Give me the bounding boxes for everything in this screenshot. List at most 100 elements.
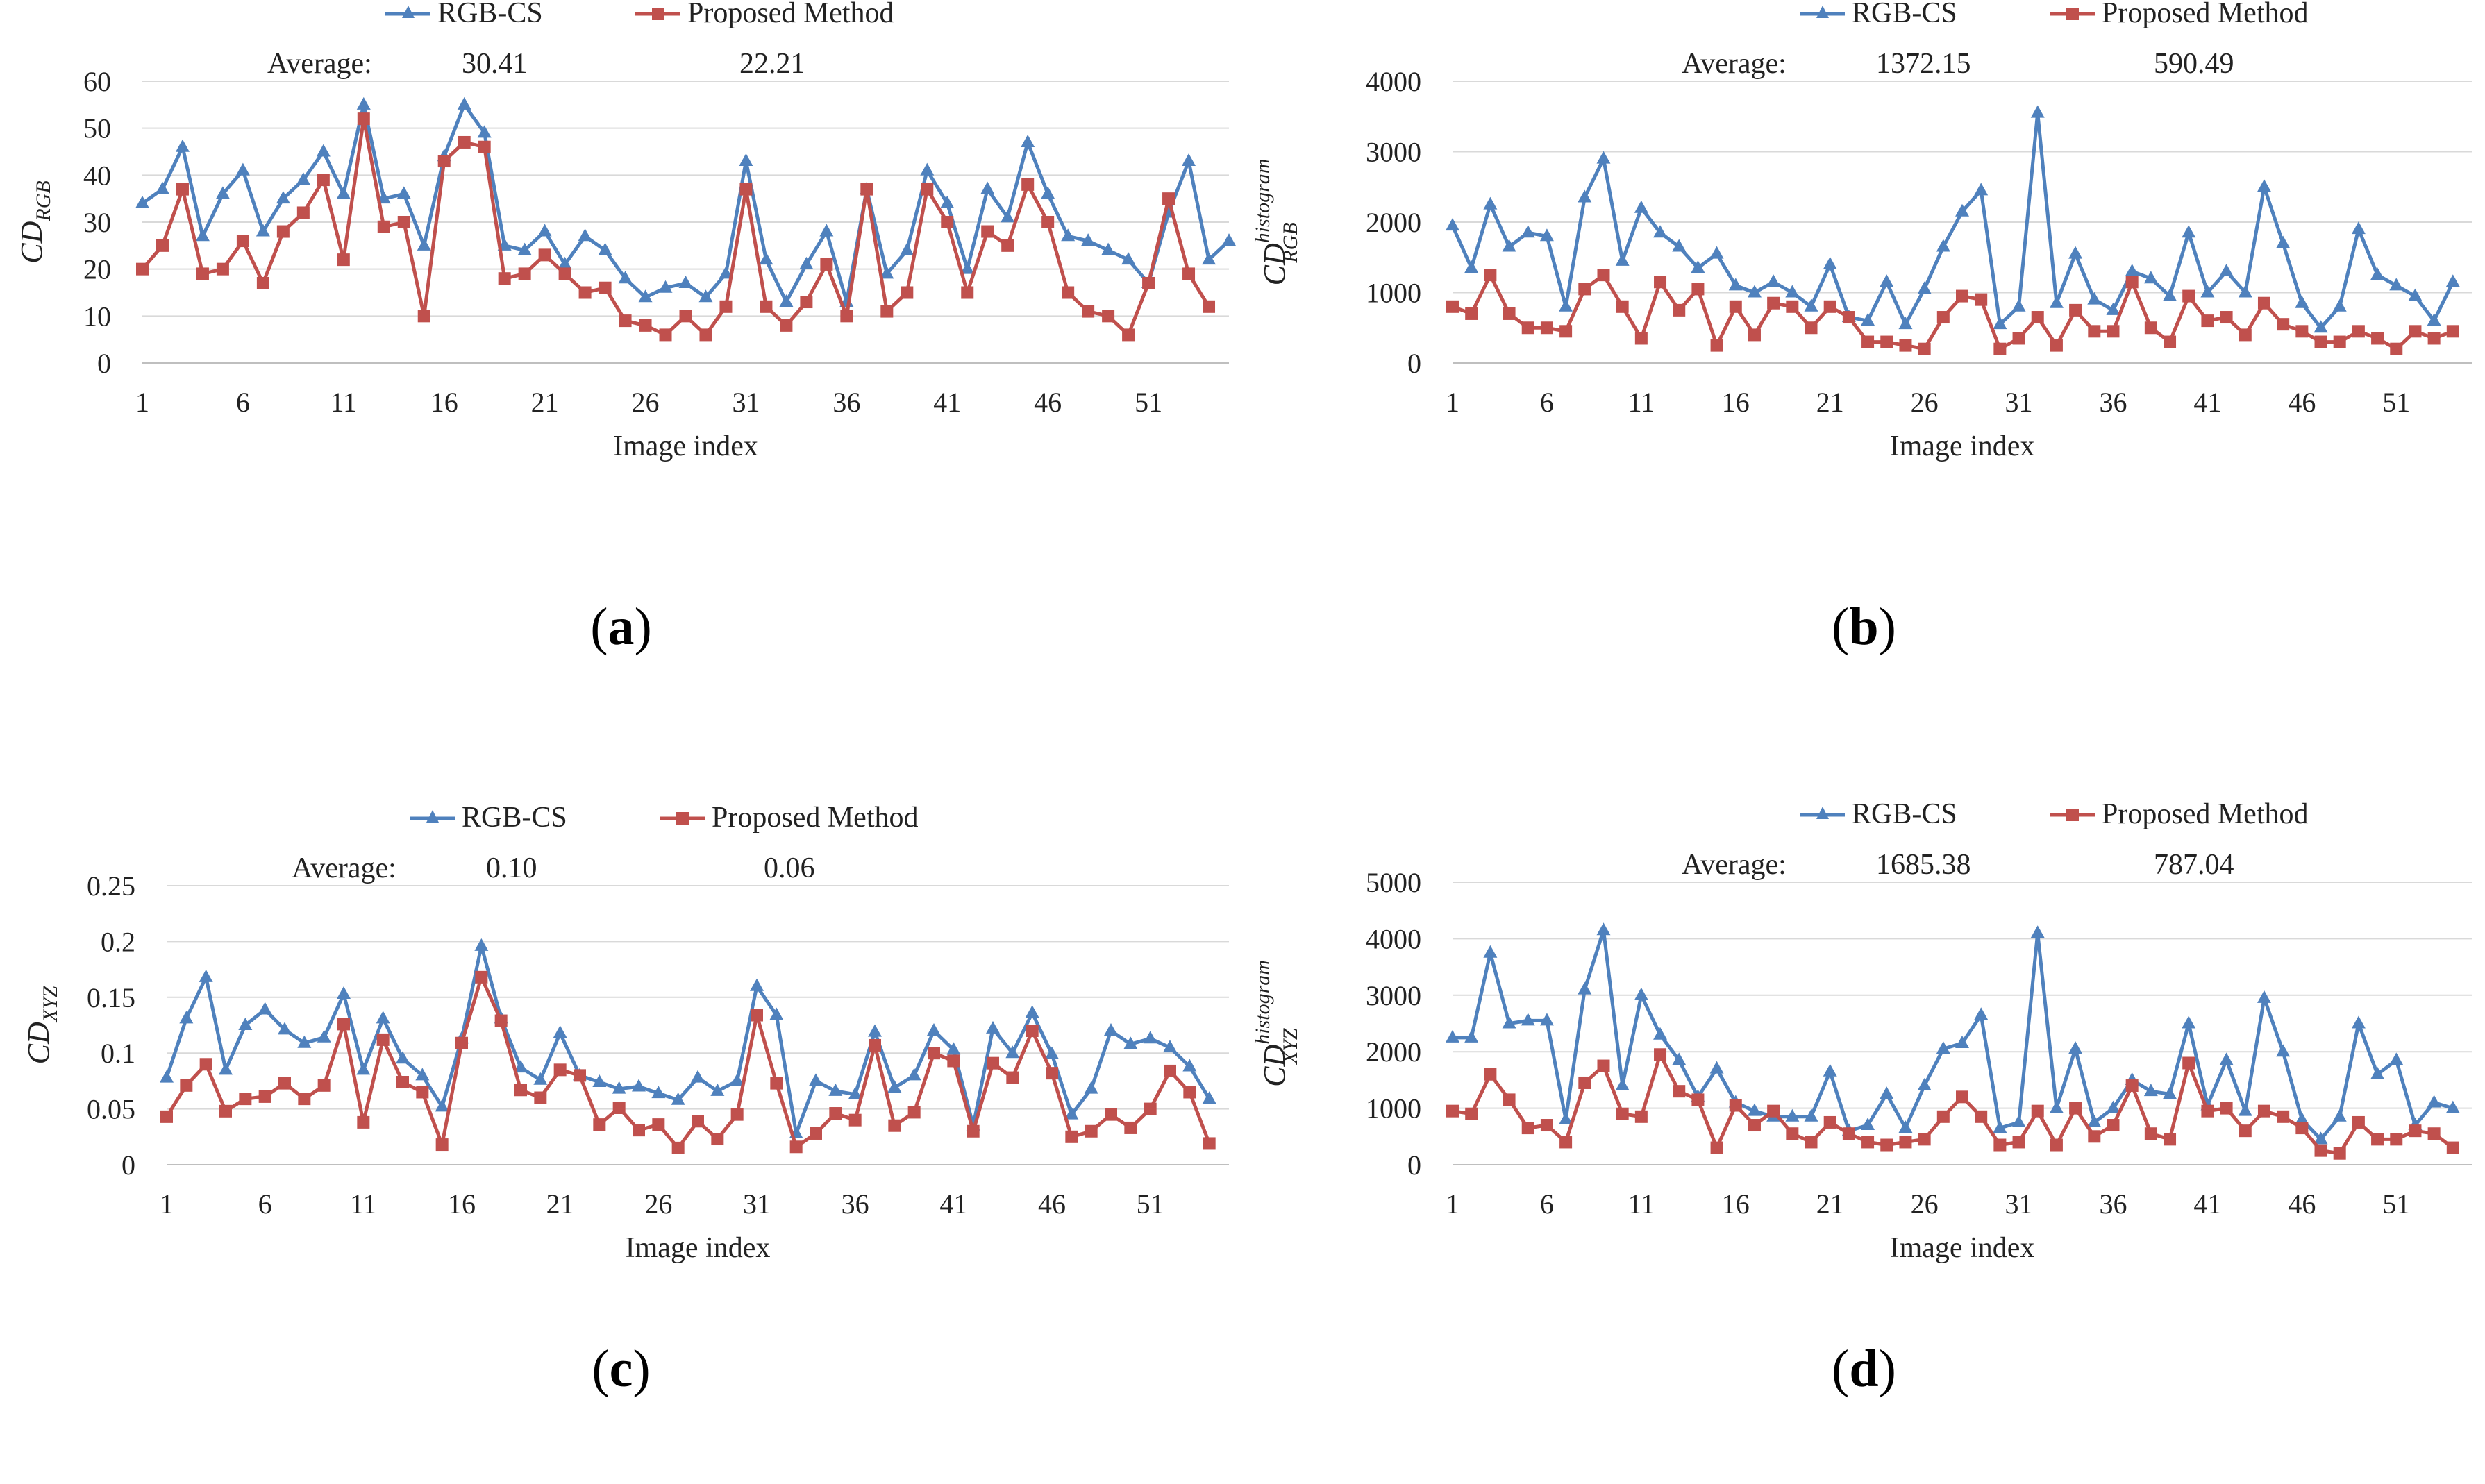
data-point-rgbcs [396, 186, 411, 199]
data-point-proposed [1503, 307, 1516, 320]
data-point-rgbcs [759, 252, 773, 265]
data-point-rgbcs [2182, 1015, 2196, 1029]
data-point-proposed [1183, 1086, 1196, 1099]
caption-a: (a) [590, 598, 652, 656]
data-point-proposed [475, 970, 488, 984]
data-point-proposed [534, 1091, 547, 1104]
data-point-proposed [1710, 1141, 1723, 1154]
data-point-rgbcs [2427, 1095, 2441, 1108]
data-point-proposed [633, 1124, 645, 1137]
data-point-proposed [2314, 1144, 2327, 1157]
data-point-proposed [2088, 325, 2101, 338]
data-point-rgbcs [2219, 264, 2234, 277]
data-point-rgbcs [739, 153, 753, 167]
data-point-proposed [2144, 321, 2157, 335]
data-point-proposed [1673, 1085, 1686, 1098]
x-tick-label: 41 [2193, 387, 2221, 418]
data-point-proposed [553, 1063, 567, 1077]
average-value-rgbcs: 1685.38 [1876, 849, 1971, 881]
data-point-proposed [730, 1108, 744, 1121]
data-point-rgbcs [960, 261, 975, 274]
data-point-rgbcs [2163, 288, 2177, 301]
average-value-proposed: 787.04 [2154, 849, 2234, 881]
data-point-rgbcs [1823, 256, 1837, 269]
data-point-rgbcs [2068, 246, 2083, 259]
data-point-proposed [1597, 1059, 1610, 1072]
data-point-proposed [1597, 269, 1610, 282]
y-axis-label-main: CD [1257, 243, 1291, 285]
data-point-rgbcs [2276, 235, 2291, 248]
data-point-rgbcs [1861, 1118, 1875, 1131]
x-tick-label: 1 [160, 1188, 174, 1220]
data-point-proposed [619, 314, 632, 328]
data-point-proposed [2257, 1104, 2270, 1118]
data-point-proposed [1634, 1110, 1648, 1123]
data-point-rgbcs [678, 275, 693, 288]
data-point-proposed [1446, 300, 1459, 313]
series-line-rgbcs [165, 944, 1211, 1136]
x-tick-label: 36 [832, 387, 860, 418]
data-point-proposed [558, 267, 571, 280]
data-point-rgbcs [2238, 285, 2252, 298]
data-point-rgbcs [2445, 274, 2460, 287]
data-point-proposed [2164, 335, 2177, 348]
average-value-rgbcs: 30.41 [462, 48, 528, 80]
x-tick-label: 26 [1911, 387, 1939, 418]
data-point-proposed [880, 305, 894, 318]
legend-label-proposed: Proposed Method [712, 802, 919, 834]
legend-marker-rgbcs [402, 6, 415, 18]
data-point-proposed [1062, 286, 1075, 299]
data-point-rgbcs [1182, 153, 1196, 167]
data-point-rgbcs [1917, 1078, 1932, 1091]
data-point-proposed [317, 1079, 331, 1092]
data-point-proposed [1861, 335, 1875, 348]
data-point-proposed [739, 183, 753, 196]
data-point-rgbcs [1974, 183, 1989, 196]
data-point-proposed [1540, 321, 1553, 335]
data-point-rgbcs [533, 1072, 548, 1085]
data-point-proposed [1521, 1122, 1534, 1135]
average-value-proposed: 22.21 [739, 48, 805, 80]
data-point-proposed [1102, 310, 1115, 323]
data-point-rgbcs [336, 186, 351, 199]
data-point-rgbcs [1021, 134, 1035, 147]
data-point-proposed [2427, 1127, 2441, 1140]
y-axis-label-sub: XYZ [1279, 1028, 1302, 1065]
data-point-proposed [236, 235, 249, 248]
data-point-rgbcs [1041, 186, 1055, 199]
data-point-rgbcs [1539, 228, 1554, 242]
legend-marker-proposed [2066, 809, 2079, 821]
data-point-proposed [1446, 1104, 1459, 1118]
data-point-proposed [574, 1069, 586, 1082]
data-point-proposed [196, 267, 209, 280]
data-point-rgbcs [1202, 252, 1216, 265]
data-point-proposed [1001, 239, 1014, 252]
data-point-proposed [639, 319, 652, 332]
data-point-proposed [1616, 1107, 1629, 1120]
data-point-proposed [840, 310, 853, 323]
data-point-rgbcs [1446, 1029, 1459, 1043]
data-point-proposed [416, 1086, 429, 1099]
data-point-proposed [1899, 1136, 1912, 1149]
data-point-proposed [2050, 1138, 2063, 1152]
data-point-proposed [256, 276, 269, 289]
x-axis-label: Image index [613, 430, 758, 462]
chart-panel-c: 0 0.05 0.1 0.15 0.2 0.25 1 6 11 16 21 26 31 36 41 46 51 I… [0, 742, 1242, 1484]
data-point-rgbcs [900, 242, 914, 255]
y-axis-label-sub: RGB [32, 180, 55, 221]
x-tick-label: 1 [135, 387, 149, 418]
data-point-proposed [671, 1141, 685, 1154]
data-point-rgbcs [276, 191, 290, 204]
data-point-proposed [848, 1113, 862, 1127]
data-point-rgbcs [179, 1011, 194, 1024]
data-point-rgbcs [1464, 1029, 1479, 1043]
data-point-proposed [435, 1138, 449, 1152]
data-point-rgbcs [457, 96, 471, 110]
data-point-rgbcs [848, 1086, 862, 1099]
data-point-rgbcs [1898, 1120, 1913, 1133]
data-point-proposed [455, 1036, 468, 1049]
x-tick-label: 36 [2099, 387, 2127, 418]
data-point-rgbcs [2370, 1066, 2385, 1079]
data-point-proposed [593, 1118, 606, 1131]
